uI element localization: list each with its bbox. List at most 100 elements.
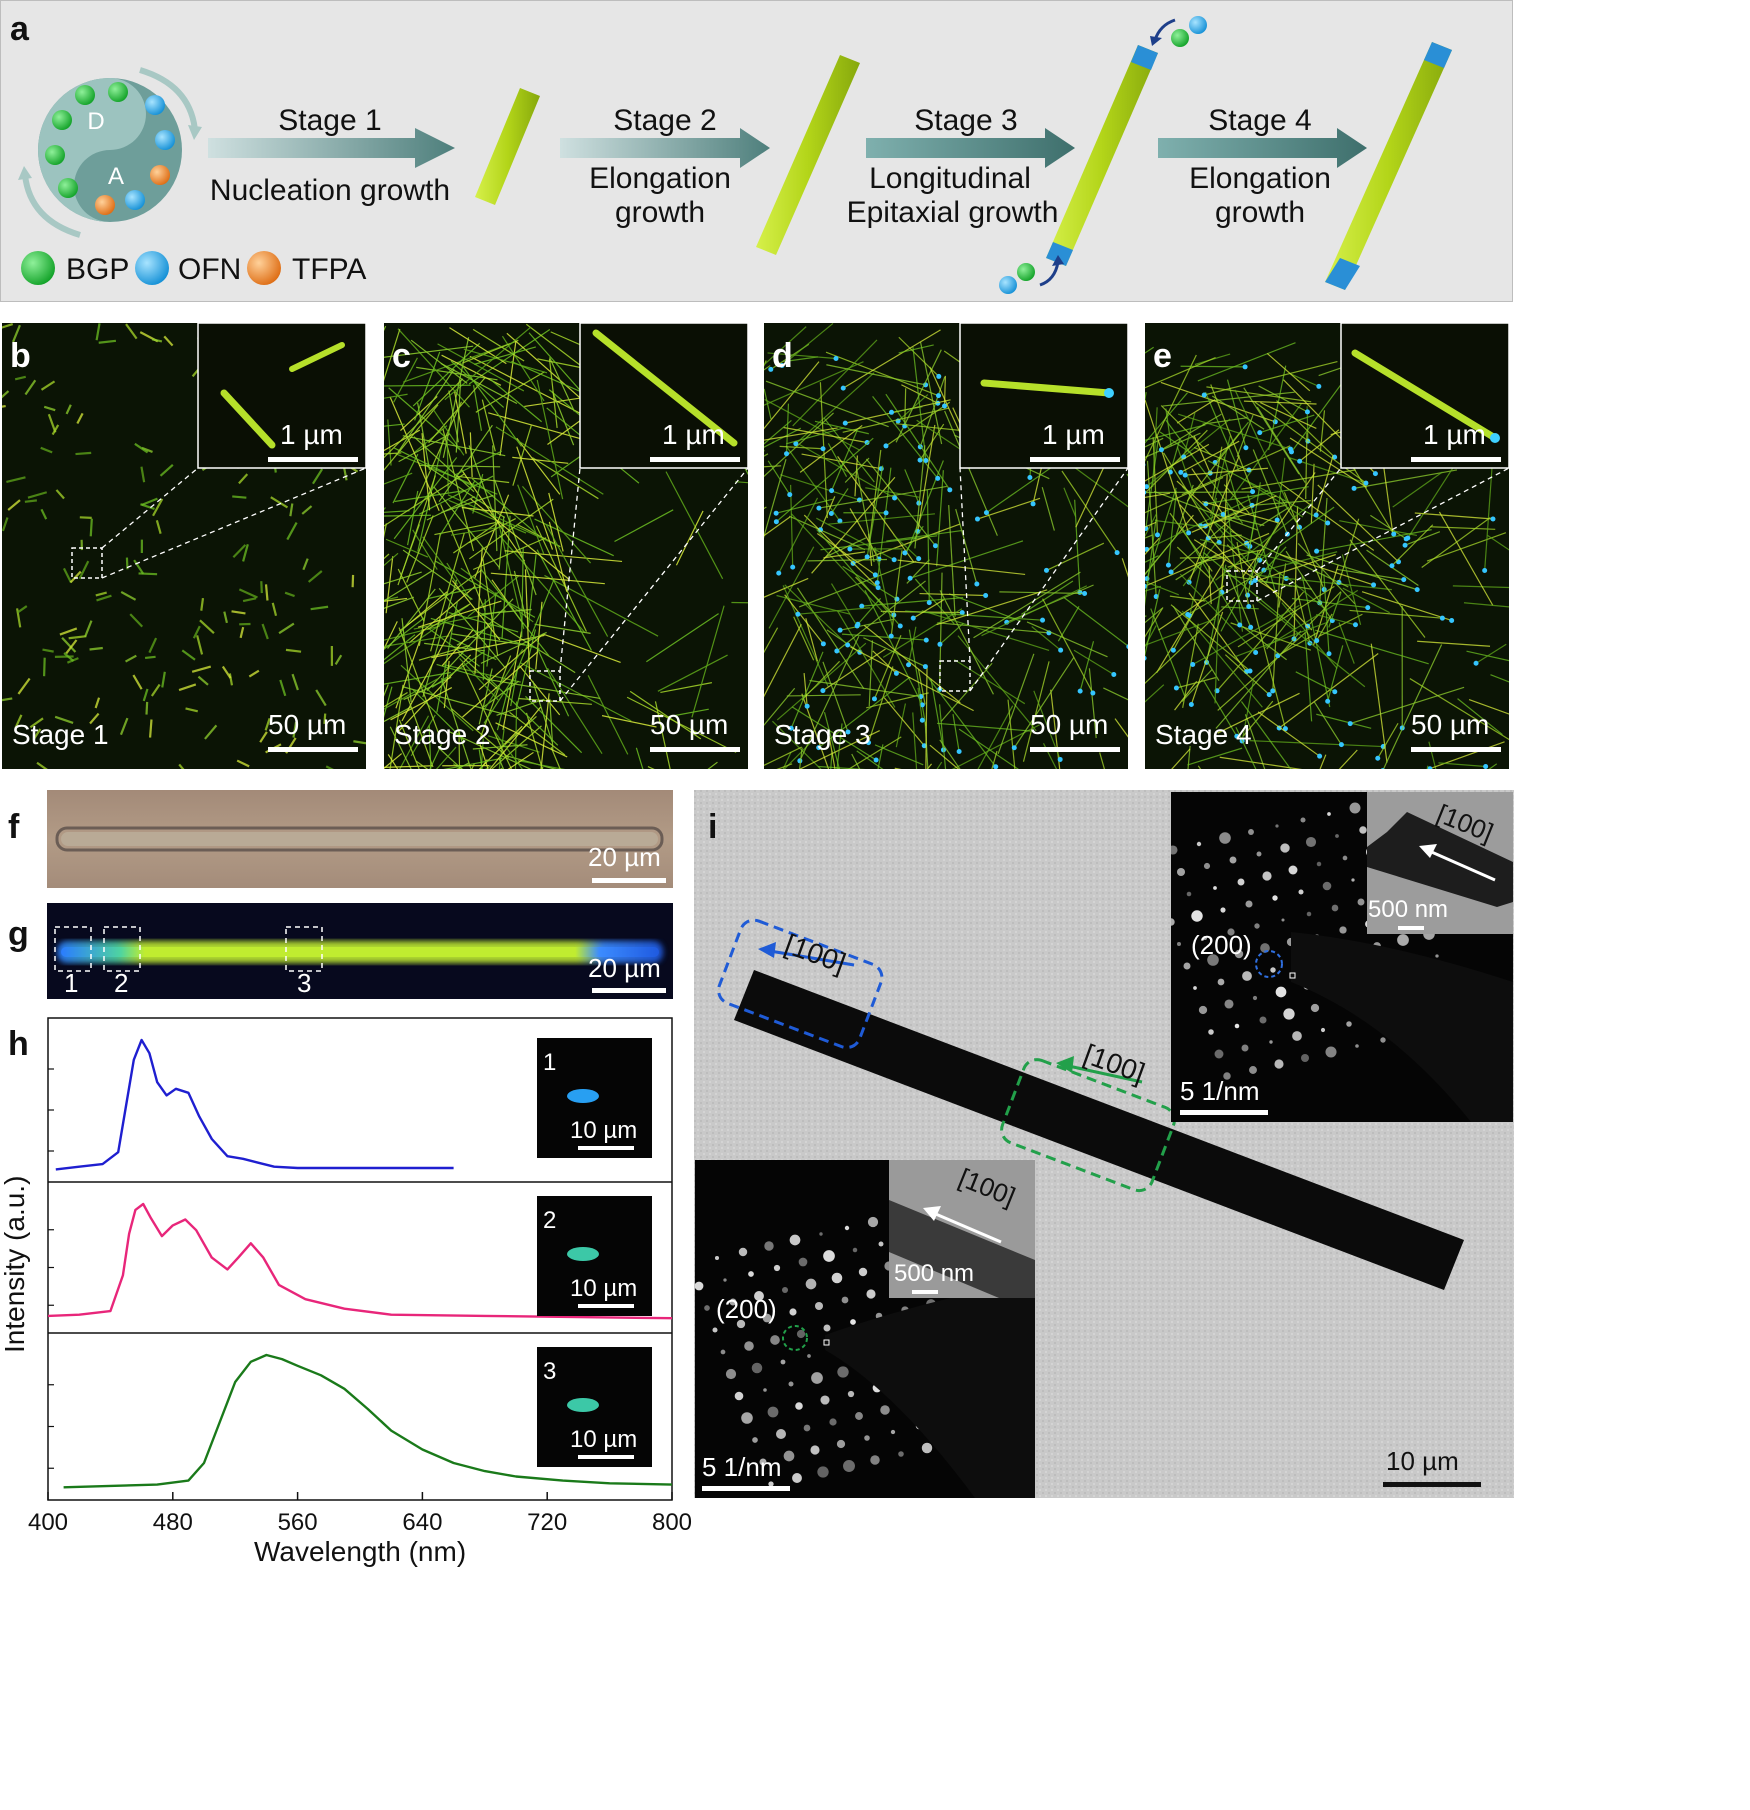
stage-4-desc-2: growth [1214, 196, 1306, 229]
chart-h-frame [47, 1017, 673, 1501]
spectrum-line-1 [55, 1038, 454, 1171]
spectrum-inset-spot-1 [567, 1089, 599, 1103]
donor-acceptor-circle [18, 67, 202, 238]
stage-3-desc-2: Epitaxial growth [846, 196, 1059, 229]
inset-top-scalebar [1398, 926, 1424, 930]
stage-1-title: Stage 1 [278, 104, 382, 137]
saed-top-scalebar [1180, 1110, 1268, 1115]
saed-top-plane-label: (200) [1191, 930, 1252, 960]
spectrum-inset-spot-2 [567, 1247, 599, 1261]
panel-letter-i: i [708, 808, 718, 846]
panel-letter-f: f [8, 808, 20, 846]
panel-c-scalebar [650, 747, 740, 752]
spectrum-inset-scalebar-1 [578, 1146, 634, 1150]
panel-i-scalebar [1383, 1482, 1481, 1487]
stage-4-desc-1: Elongation [1189, 162, 1331, 195]
panel-letter-g: g [8, 915, 29, 953]
panel-letter-d: d [772, 337, 793, 375]
panel-b-scalebar [268, 747, 358, 752]
panel-f-wire [55, 826, 664, 852]
panel-g-scalebar [592, 988, 666, 993]
spectrum-line-3 [63, 1353, 673, 1489]
chart-h-xlabel: Wavelength (nm) [254, 1536, 467, 1567]
saed-bottom-scalebar [702, 1486, 790, 1491]
panel-e-micrograph [1145, 323, 1509, 769]
tem-inset-top [1367, 792, 1513, 934]
saed-top-dots [1171, 800, 1513, 1122]
rod-stage-4 [1325, 42, 1452, 290]
stage-1-desc: Nucleation growth [209, 174, 451, 207]
panel-letter-a: a [10, 10, 29, 48]
spectrum-inset-label-3: 3 [543, 1358, 556, 1385]
panel-f-scalebar [592, 878, 666, 883]
panel-f-optical-image [47, 790, 673, 888]
panel-d-micrograph [764, 323, 1128, 769]
panel-letter-c: c [392, 337, 411, 375]
legend-ofn: OFN [178, 253, 242, 286]
panel-e-scale-label: 50 µm [1411, 709, 1490, 740]
inset-bottom-scalebar [912, 1290, 938, 1294]
stage-2-title: Stage 2 [613, 104, 717, 137]
panel-d-inset-scale-label: 1 µm [1042, 419, 1105, 450]
panel-e-inset-scalebar [1411, 457, 1501, 462]
saed-bottom-dots [695, 1204, 1035, 1498]
panel-letter-b: b [10, 337, 31, 375]
saed-pattern-bottom [695, 1160, 1035, 1498]
panel-d-stage-label: Stage 3 [774, 719, 871, 750]
saed-bottom-scale-label: 5 1/nm [702, 1452, 782, 1482]
panel-c-inset-scale-label: 1 µm [662, 419, 725, 450]
panel-c-scale-label: 50 µm [650, 709, 729, 740]
panel-b-inset-scale-label: 1 µm [280, 419, 343, 450]
spectrum-inset-scalebar-2 [578, 1304, 634, 1308]
chart-h-xtick-label: 560 [278, 1509, 318, 1536]
legend-bgp: BGP [66, 253, 130, 286]
spectrum-inset-scale-label-2: 10 µm [570, 1275, 637, 1302]
chart-h-ylabel: Intensity (a.u.) [0, 1175, 30, 1353]
panel-g-wire [54, 926, 663, 972]
panel-letter-e: e [1153, 337, 1172, 375]
spectrum-inset-scale-label-3: 10 µm [570, 1426, 637, 1453]
panel-g-region-3: 3 [297, 968, 312, 998]
panel-i-scale-label: 10 µm [1386, 1446, 1459, 1476]
saed-bottom-plane-label: (200) [716, 1294, 777, 1324]
panel-c-stage-label: Stage 2 [394, 719, 491, 750]
chart-h-xtick-label: 800 [652, 1509, 692, 1536]
panel-b-inset-scalebar [268, 457, 358, 462]
spectrum-inset-label-1: 1 [543, 1049, 556, 1076]
spectrum-inset-scalebar-3 [578, 1455, 634, 1459]
stage-3-title: Stage 3 [914, 104, 1018, 137]
panel-c-inset-scalebar [650, 457, 740, 462]
panel-f-scale-label: 20 µm [588, 842, 661, 872]
spectrum-line-2 [47, 1202, 673, 1320]
spectrum-inset-spot-3 [567, 1398, 599, 1412]
stage-2-desc-2: growth [614, 196, 706, 229]
panel-g-scale-label: 20 µm [588, 953, 661, 983]
panel-letter-h: h [8, 1025, 29, 1063]
rod-stage-3 [999, 16, 1207, 294]
rod-stage-2 [756, 55, 860, 255]
inset-bottom-scale-label: 500 nm [894, 1260, 975, 1287]
acceptor-label: A [107, 163, 124, 190]
panel-e-stage-label: Stage 4 [1155, 719, 1252, 750]
rod-stage-1 [475, 88, 540, 205]
panel-b-scale-label: 50 µm [268, 709, 347, 740]
chart-h-xtick-label: 640 [402, 1509, 442, 1536]
saed-top-scale-label: 5 1/nm [1180, 1076, 1260, 1106]
panel-h-spectra-chart: 400 480 560 640 720 800 1 10 µm 2 10 µm 3 10 µm [28, 1017, 692, 1536]
stage-4-title: Stage 4 [1208, 104, 1312, 137]
chart-h-xtick-label: 720 [527, 1509, 567, 1536]
spectrum-inset-scale-label-1: 10 µm [570, 1117, 637, 1144]
stage-2-desc-1: Elongation [589, 162, 731, 195]
panel-d-inset-scalebar [1030, 457, 1120, 462]
chart-h-xtick-label: 480 [153, 1509, 193, 1536]
panel-d-scalebar [1030, 747, 1120, 752]
panel-b-stage-label: Stage 1 [12, 719, 109, 750]
donor-label: D [87, 108, 105, 135]
panel-d-scale-label: 50 µm [1030, 709, 1109, 740]
chart-h-xtick-label: 400 [28, 1509, 68, 1536]
stage-3-desc-1: Longitudinal [869, 162, 1031, 195]
panel-e-inset-scale-label: 1 µm [1423, 419, 1486, 450]
panel-c-micrograph [384, 323, 748, 769]
panel-g-region-1: 1 [64, 968, 79, 998]
panel-b-micrograph [2, 323, 366, 769]
